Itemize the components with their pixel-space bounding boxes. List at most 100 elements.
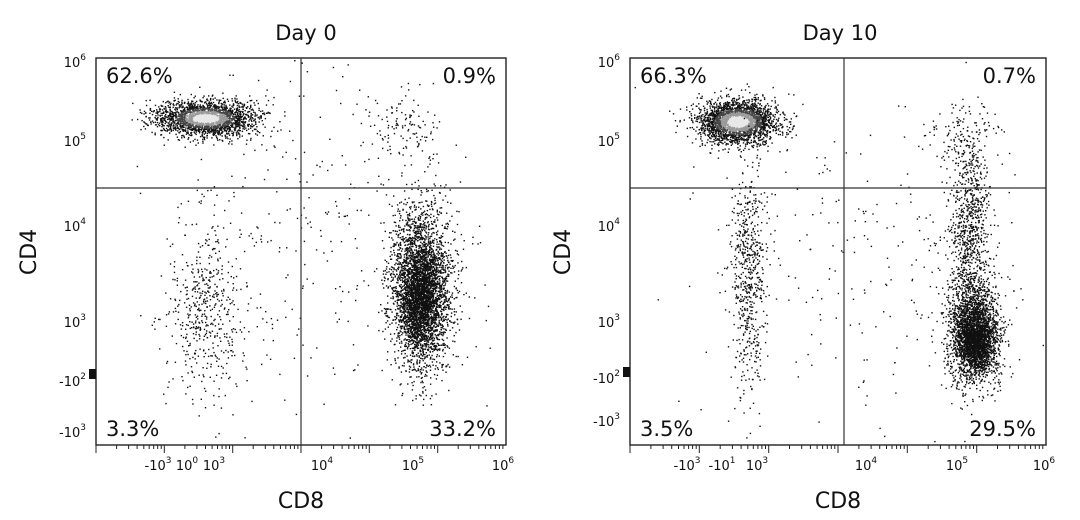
scatter-point: [465, 266, 467, 269]
scatter-point: [449, 189, 451, 191]
scatter-points: [131, 60, 491, 439]
scatter-point: [175, 113, 177, 115]
scatter-point: [408, 302, 411, 304]
scatter-point: [442, 344, 445, 346]
scatter-point: [395, 262, 397, 264]
scatter-point: [442, 268, 445, 271]
scatter-point: [398, 338, 401, 340]
scatter-point: [437, 338, 439, 341]
scatter-point: [402, 208, 404, 211]
scatter-point: [191, 120, 194, 123]
scatter-point: [178, 115, 181, 117]
scatter-point: [434, 197, 436, 199]
scatter-point: [195, 111, 197, 113]
scatter-point: [437, 254, 440, 256]
scatter-point: [435, 291, 437, 293]
scatter-point: [194, 104, 196, 106]
scatter-point: [437, 343, 439, 345]
scatter-point: [144, 128, 147, 130]
scatter-point: [268, 112, 271, 114]
scatter-point: [189, 121, 192, 123]
scatter-point: [398, 263, 400, 265]
scatter-point: [387, 287, 389, 289]
scatter-point: [424, 261, 426, 263]
scatter-point: [196, 117, 199, 119]
scatter-point: [414, 264, 417, 266]
scatter-point: [181, 114, 183, 116]
scatter-point: [426, 279, 428, 281]
scatter-point: [439, 192, 441, 194]
scatter-point: [154, 132, 156, 134]
scatter-point: [409, 330, 412, 333]
scatter-point: [195, 112, 197, 115]
scatter-point: [253, 102, 255, 104]
scatter-point: [430, 297, 432, 299]
scatter-point: [228, 123, 230, 125]
scatter-point: [449, 296, 452, 298]
scatter-point: [414, 216, 417, 218]
scatter-point: [216, 115, 219, 117]
scatter-point: [207, 129, 209, 131]
scatter-point: [236, 119, 239, 121]
scatter-point: [383, 307, 386, 310]
scatter-point: [435, 224, 437, 226]
scatter-point: [413, 201, 415, 203]
scatter-point: [242, 106, 244, 108]
scatter-point: [445, 316, 447, 318]
scatter-point: [427, 228, 430, 230]
scatter-point: [415, 250, 418, 252]
scatter-point: [400, 346, 402, 348]
scatter-point: [206, 98, 208, 100]
scatter-point: [189, 124, 191, 126]
scatter-point: [182, 126, 184, 129]
scatter-point: [419, 338, 421, 340]
scatter-point: [199, 104, 201, 106]
scatter-point: [399, 262, 402, 264]
scatter-point: [205, 128, 207, 131]
scatter-point: [202, 122, 205, 125]
scatter-point: [415, 246, 417, 249]
scatter-point: [202, 108, 204, 111]
scatter-point: [200, 129, 202, 131]
scatter-point: [389, 232, 391, 234]
scatter-point: [229, 110, 231, 112]
scatter-point: [213, 105, 215, 107]
scatter-point: [255, 115, 257, 117]
scatter-point: [251, 99, 253, 102]
scatter-point: [421, 270, 423, 273]
scatter-point: [411, 284, 414, 287]
scatter-point: [240, 116, 242, 119]
scatter-point: [424, 217, 427, 219]
scatter-point: [440, 319, 442, 321]
scatter-point: [437, 348, 440, 350]
scatter-point: [222, 120, 224, 123]
scatter-point: [402, 265, 405, 268]
scatter-point: [218, 99, 220, 101]
scatter-point: [164, 122, 166, 125]
scatter-point: [398, 366, 400, 368]
scatter-point: [382, 273, 385, 275]
scatter-point: [203, 124, 206, 126]
scatter-point: [450, 256, 452, 259]
scatter-point: [160, 121, 162, 123]
scatter-point: [418, 277, 420, 279]
scatter-point: [407, 383, 409, 385]
scatter-point: [176, 127, 178, 129]
scatter-point: [224, 111, 227, 113]
scatter-point: [391, 311, 393, 313]
scatter-point: [420, 236, 422, 239]
scatter-point: [177, 103, 179, 105]
scatter-point: [428, 263, 430, 265]
scatter-point: [427, 271, 429, 273]
scatter-point: [398, 284, 401, 287]
scatter-point: [398, 336, 400, 339]
scatter-point: [202, 131, 204, 133]
scatter-point: [432, 209, 434, 211]
scatter-point: [225, 113, 227, 115]
scatter-point: [441, 244, 443, 247]
scatter-point: [419, 280, 422, 282]
scatter-point: [442, 348, 444, 351]
scatter-point: [390, 272, 393, 275]
scatter-point: [243, 104, 246, 106]
scatter-point: [439, 310, 442, 312]
